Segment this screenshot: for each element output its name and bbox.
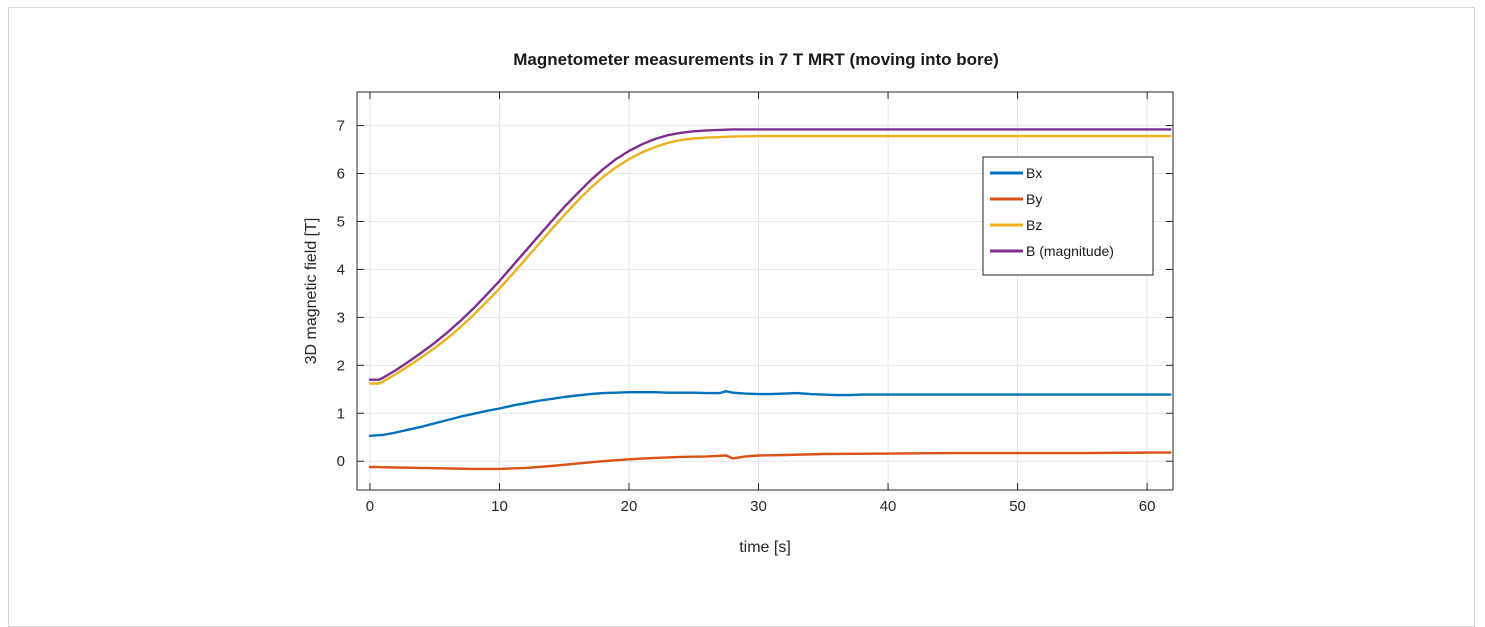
x-tick-label: 40: [880, 498, 897, 515]
legend-label: Bz: [1026, 217, 1042, 233]
legend-label: B (magnitude): [1026, 243, 1114, 259]
x-tick-label: 30: [750, 498, 767, 515]
x-axis-label: time [s]: [739, 539, 791, 556]
y-tick-label: 7: [337, 118, 345, 135]
series-line-by: [368, 451, 1172, 471]
series-line-bz: [368, 134, 1172, 385]
y-tick-label: 1: [337, 405, 345, 422]
series-line-bx: [368, 390, 1172, 437]
grid: [357, 92, 1173, 490]
x-tick-label: 10: [491, 498, 508, 515]
series-lines: [368, 128, 1172, 471]
ticks: 0 10 20 30 40 50 60 0 1 2 3 4 5 6 7: [337, 92, 1173, 515]
y-tick-label: 2: [337, 357, 345, 374]
chart: Magnetometer measurements in 7 T MRT (mo…: [303, 50, 1174, 556]
y-tick-label: 0: [337, 453, 345, 470]
y-tick-label: 3: [337, 309, 345, 326]
x-tick-label: 60: [1139, 498, 1156, 515]
series-line-b: [368, 128, 1172, 381]
legend: Bx By Bz B (magnitude): [982, 156, 1154, 276]
y-tick-label: 6: [337, 166, 345, 183]
y-axis-label: 3D magnetic field [T]: [303, 218, 320, 365]
y-tick-label: 5: [337, 213, 345, 230]
x-tick-label: 20: [621, 498, 638, 515]
x-tick-label: 50: [1009, 498, 1026, 515]
legend-box: [982, 156, 1154, 276]
legend-label: By: [1026, 191, 1042, 207]
x-tick-label: 0: [366, 498, 374, 515]
chart-title: Magnetometer measurements in 7 T MRT (mo…: [513, 50, 999, 69]
legend-label: Bx: [1026, 165, 1042, 181]
axes-box: [356, 91, 1174, 491]
y-tick-label: 4: [337, 261, 345, 278]
plot-area: [357, 92, 1173, 490]
